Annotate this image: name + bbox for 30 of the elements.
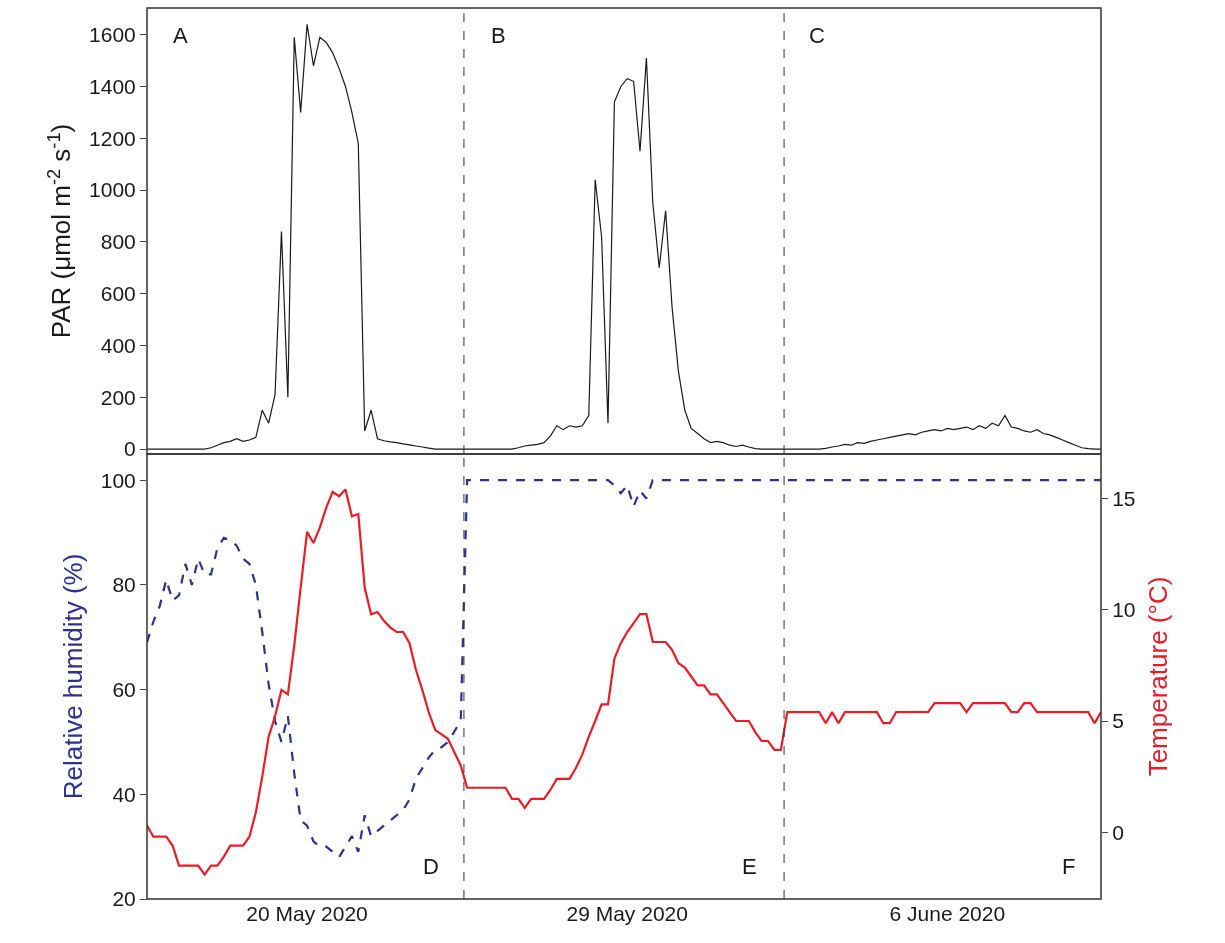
y-axis-title: Relative humidity (%): [58, 553, 89, 800]
annotation: D: [423, 854, 439, 879]
annotation: F: [1062, 854, 1076, 879]
annotation: B: [491, 23, 506, 48]
y-tick-label: 800: [100, 230, 136, 254]
y-tick-label: 1200: [89, 126, 136, 150]
annotation: C: [809, 23, 825, 48]
y-tick-label: 20: [112, 887, 136, 911]
y-tick-label: 1000: [89, 178, 136, 202]
y-tick-label: 1600: [89, 23, 136, 47]
y-tick-label: 0: [124, 437, 136, 461]
y2-tick-label: 0: [1112, 820, 1124, 844]
y-tick-label: 100: [100, 468, 136, 492]
y-tick-label: 400: [100, 333, 136, 357]
y-tick-label: 60: [112, 677, 136, 701]
y-tick-label: 1400: [89, 74, 136, 98]
y-tick-label: 80: [112, 573, 136, 597]
annotation: E: [742, 854, 757, 879]
annotation: A: [173, 23, 188, 48]
y-tick-label: 200: [100, 385, 136, 409]
x-tick-label: 20 May 2020: [246, 902, 368, 925]
line-series: [147, 23, 1101, 450]
y2-axis-title: Temperature (°C): [1143, 576, 1174, 777]
y2-tick-label: 5: [1112, 709, 1124, 733]
y-tick-label: 600: [100, 282, 136, 306]
x-tick-label: 6 June 2020: [889, 902, 1006, 925]
y2-tick-label: 15: [1112, 486, 1136, 510]
y2-tick-label: 10: [1112, 598, 1136, 622]
x-tick-label: 29 May 2020: [566, 902, 688, 925]
y-tick-label: 40: [112, 782, 136, 806]
